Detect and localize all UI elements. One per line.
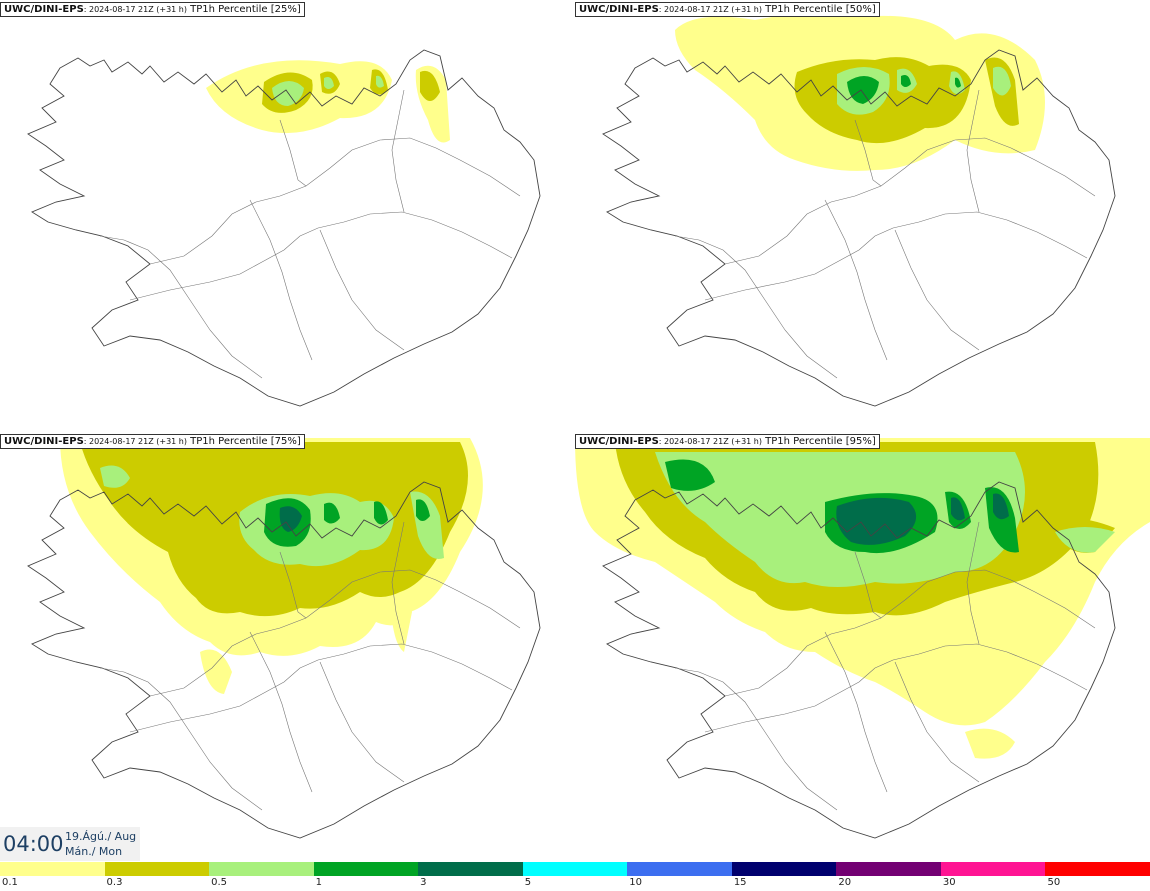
- road-line: [854, 551, 882, 619]
- legend-swatch: [104, 862, 210, 876]
- precip-area: [901, 75, 911, 87]
- legend-label: 20: [838, 877, 852, 888]
- legend-swatch: [627, 862, 732, 876]
- road-line: [149, 137, 521, 265]
- coastline: [27, 49, 541, 407]
- legend-label: 15: [733, 877, 747, 888]
- road-line: [854, 119, 882, 187]
- precip-area: [100, 465, 130, 488]
- precip-area: [416, 499, 430, 521]
- map-panel-p75: UWC/DINI-EPS: 2024-08-17 21Z (+31 h) TP1…: [0, 432, 575, 862]
- panel-title: UWC/DINI-EPS: 2024-08-17 21Z (+31 h) TP1…: [0, 2, 305, 17]
- precip-area: [955, 77, 961, 88]
- map-panel-p25: UWC/DINI-EPS: 2024-08-17 21Z (+31 h) TP1…: [0, 0, 575, 430]
- panel-title: UWC/DINI-EPS: 2024-08-17 21Z (+31 h) TP1…: [575, 2, 880, 17]
- legend-label: 0.3: [106, 877, 123, 888]
- road-line: [279, 551, 307, 619]
- road-line: [724, 137, 1096, 265]
- map-panel-p95: UWC/DINI-EPS: 2024-08-17 21Z (+31 h) TP1…: [575, 432, 1150, 862]
- road-line: [704, 211, 1088, 301]
- legend-label: 0.1: [2, 877, 18, 888]
- road-line: [894, 229, 980, 351]
- road-line: [391, 521, 405, 645]
- legend-swatch: [731, 862, 837, 876]
- road-line: [99, 235, 263, 379]
- precip-area: [200, 649, 232, 694]
- road-line: [966, 89, 980, 213]
- road-line: [319, 661, 405, 783]
- legend-label: 3: [420, 877, 427, 888]
- coastline: [27, 481, 541, 839]
- precip-area: [324, 502, 340, 524]
- legend-swatch: [0, 862, 105, 876]
- road-line: [824, 199, 888, 361]
- precip-area: [951, 497, 965, 521]
- precip-legend: 0.1 0.3 0.5 1 3 5 10 15 20 30 50: [0, 862, 1150, 891]
- road-line: [129, 643, 513, 733]
- precip-area: [180, 559, 216, 608]
- legend-swatch: [418, 862, 523, 876]
- precip-area: [390, 582, 412, 652]
- precip-area: [279, 506, 302, 532]
- panel-title: UWC/DINI-EPS: 2024-08-17 21Z (+31 h) TP1…: [0, 434, 305, 449]
- road-line: [724, 569, 1096, 697]
- road-line: [149, 569, 521, 697]
- coastline: [602, 49, 1116, 407]
- road-line: [319, 229, 405, 351]
- map-panel-p50: UWC/DINI-EPS: 2024-08-17 21Z (+31 h) TP1…: [575, 0, 1150, 430]
- road-line: [674, 667, 838, 811]
- precip-area: [965, 728, 1015, 759]
- legend-color-bar: [0, 862, 1150, 876]
- map-canvas: [27, 49, 541, 407]
- legend-swatch: [1045, 862, 1150, 876]
- legend-label: 1: [315, 877, 322, 888]
- road-line: [99, 667, 263, 811]
- legend-label: 30: [942, 877, 956, 888]
- legend-swatch: [836, 862, 941, 876]
- map-canvas: [27, 438, 541, 839]
- legend-swatch: [313, 862, 419, 876]
- legend-label: 5: [524, 877, 532, 888]
- road-line: [249, 631, 313, 793]
- road-line: [674, 235, 838, 379]
- legend-label: 0.5: [211, 877, 227, 888]
- map-canvas: [575, 438, 1150, 839]
- road-line: [279, 119, 307, 187]
- valid-time-box: 04:00 19.Ágú./ Aug Mán./ Mon: [0, 827, 140, 861]
- coastline: [602, 481, 1116, 839]
- valid-time-hour: 04:00: [3, 832, 64, 856]
- precip-area: [665, 459, 715, 491]
- legend-swatch: [940, 862, 1046, 876]
- precip-area: [376, 75, 384, 88]
- precip-area: [324, 77, 334, 89]
- precip-area: [993, 66, 1011, 96]
- legend-label: 50: [1047, 877, 1061, 888]
- road-line: [704, 643, 1088, 733]
- road-line: [129, 211, 513, 301]
- map-canvas: [602, 5, 1116, 407]
- legend-labels: 0.1 0.3 0.5 1 3 5 10 15 20 30 50: [0, 877, 1150, 891]
- road-line: [391, 89, 405, 213]
- precip-area: [847, 76, 879, 104]
- precip-area: [1055, 527, 1115, 553]
- legend-swatch: [209, 862, 314, 876]
- valid-time-date: 19.Ágú./ Aug: [65, 830, 137, 843]
- road-line: [249, 199, 313, 361]
- panel-title: UWC/DINI-EPS: 2024-08-17 21Z (+31 h) TP1…: [575, 434, 880, 449]
- precip-area: [993, 493, 1009, 520]
- precip-area: [836, 497, 917, 545]
- valid-time-weekday: Mán./ Mon: [65, 845, 123, 858]
- legend-label: 10: [629, 877, 642, 888]
- precip-area: [374, 501, 388, 525]
- legend-swatch: [522, 862, 628, 876]
- road-line: [824, 631, 888, 793]
- road-line: [894, 661, 980, 783]
- road-line: [966, 521, 980, 645]
- precip-area: [420, 70, 440, 101]
